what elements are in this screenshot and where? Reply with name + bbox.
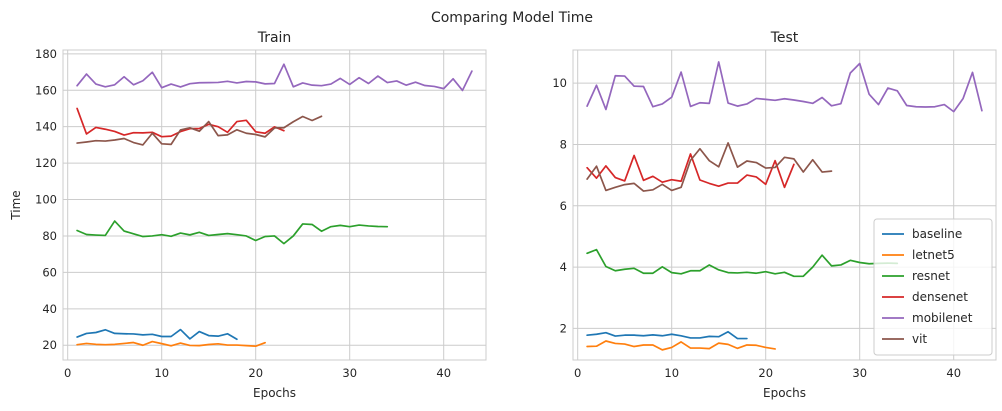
train-xaxis-label: Epochs bbox=[253, 386, 296, 400]
test-series-densenet-line bbox=[586, 153, 795, 189]
test-xtick-label: 0 bbox=[574, 366, 581, 380]
train-axes-frame bbox=[62, 49, 487, 361]
test-series-baseline-line bbox=[586, 330, 748, 340]
test-ytick-label: 10 bbox=[552, 76, 567, 90]
test-axes-frame bbox=[572, 49, 997, 361]
train-xtick-label: 20 bbox=[248, 366, 263, 380]
train-series-mobilenet-line bbox=[76, 63, 473, 92]
test-xtick-label: 10 bbox=[664, 366, 679, 380]
train-yaxis-label: Time bbox=[9, 190, 23, 220]
train-ytick-label: 120 bbox=[35, 156, 57, 170]
train-xtick-label: 10 bbox=[154, 366, 169, 380]
train-ytick-label: 80 bbox=[42, 229, 57, 243]
test-ytick-label: 8 bbox=[560, 137, 567, 151]
test-xtick-label: 20 bbox=[758, 366, 773, 380]
test-ytick-label: 6 bbox=[560, 199, 567, 213]
train-series-baseline-line bbox=[76, 328, 238, 341]
train-ytick-label: 160 bbox=[35, 83, 57, 97]
test-legend-frame bbox=[873, 218, 993, 356]
panel-test: 0 10 20 30 40 2 4 6 8 10 Test Epochs baseline letnet5… bbox=[552, 30, 997, 400]
test-legend-label-vit: vit bbox=[912, 332, 927, 346]
train-xtick-label: 30 bbox=[342, 366, 357, 380]
test-ytick-label: 4 bbox=[560, 260, 567, 274]
train-xtick-label: 40 bbox=[436, 366, 451, 380]
test-legend-label-letnet5: letnet5 bbox=[912, 248, 955, 262]
train-ytick-label: 60 bbox=[42, 265, 57, 279]
train-ytick-label: 100 bbox=[35, 193, 57, 207]
test-axes-title: Test bbox=[770, 30, 799, 46]
test-series-mobilenet-line bbox=[586, 61, 983, 113]
test-xtick-label: 30 bbox=[852, 366, 867, 380]
panel-train: 0 10 20 30 40 20 40 60 80 100 120 140 160 180 Train Epo… bbox=[9, 30, 487, 400]
test-xtick-label: 40 bbox=[946, 366, 961, 380]
test-legend-label-densenet: densenet bbox=[912, 290, 968, 304]
train-ytick-label: 40 bbox=[42, 302, 57, 316]
figure-suptitle: Comparing Model Time bbox=[431, 10, 593, 26]
train-series-letnet5-line bbox=[76, 340, 266, 348]
train-series-densenet-line bbox=[76, 107, 285, 138]
train-ytick-label: 140 bbox=[35, 120, 57, 134]
train-ytick-label: 20 bbox=[42, 338, 57, 352]
train-xtick-label: 0 bbox=[64, 366, 71, 380]
train-series-resnet-line bbox=[76, 220, 389, 245]
test-legend-label-mobilenet: mobilenet bbox=[912, 311, 973, 325]
test-legend-label-resnet: resnet bbox=[912, 269, 950, 283]
test-xaxis-label: Epochs bbox=[763, 386, 806, 400]
test-series-letnet5-line bbox=[586, 340, 776, 351]
test-series-resnet-line bbox=[586, 248, 899, 278]
train-series-vit-line bbox=[76, 115, 323, 146]
test-series-vit-line bbox=[586, 142, 833, 192]
train-axes-title: Train bbox=[257, 30, 292, 46]
train-ytick-label: 180 bbox=[35, 47, 57, 61]
test-legend-label-baseline: baseline bbox=[912, 227, 962, 241]
test-legend: baseline letnet5 resnet densenet mobilenet vi… bbox=[873, 218, 993, 356]
test-ytick-label: 2 bbox=[560, 321, 567, 335]
